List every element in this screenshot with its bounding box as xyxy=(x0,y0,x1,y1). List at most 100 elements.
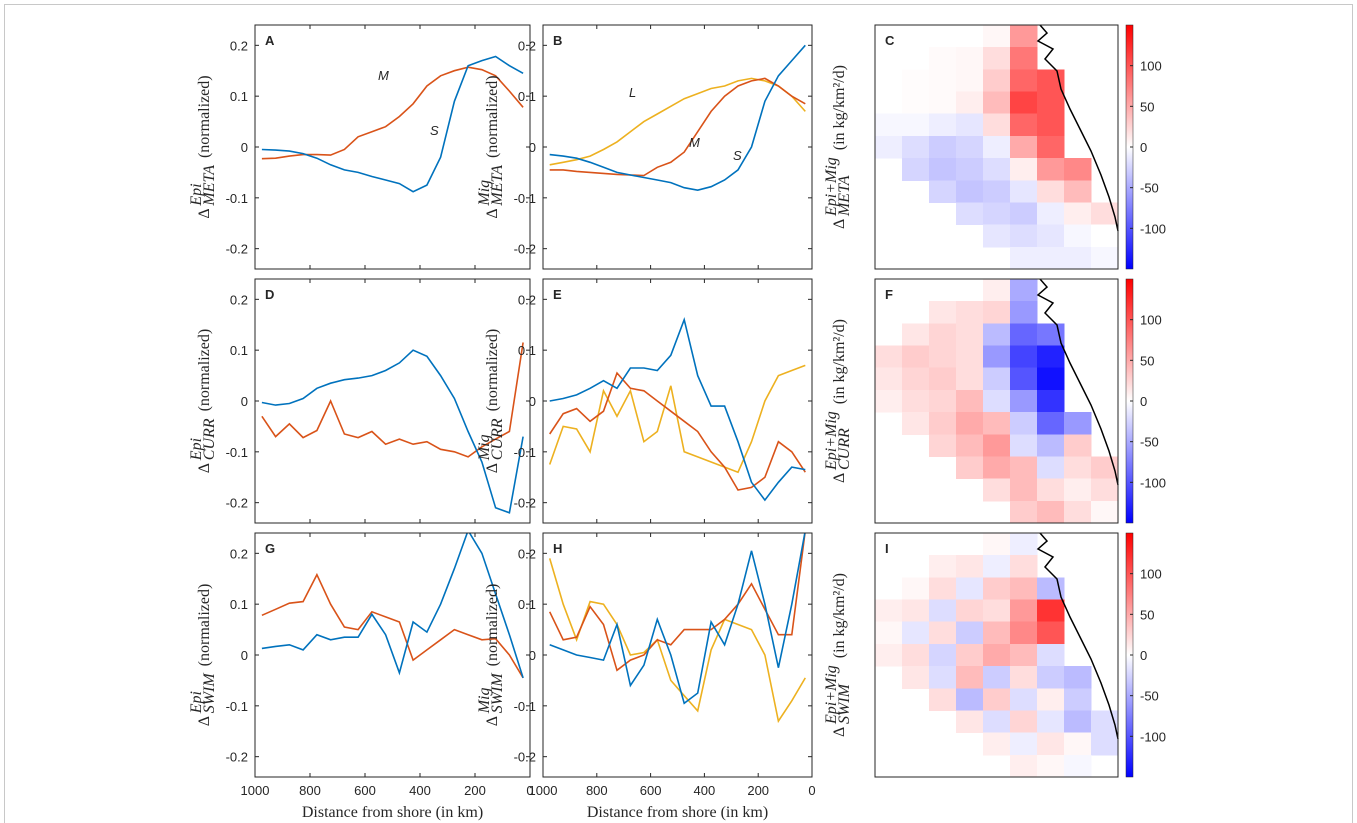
map-cell xyxy=(956,577,984,601)
map-cell xyxy=(1064,158,1092,181)
map-cell xyxy=(1037,91,1065,115)
map-cell xyxy=(1037,688,1065,711)
map-cell xyxy=(929,412,957,435)
map-cell xyxy=(929,91,957,115)
map-cell xyxy=(1037,158,1065,181)
series-line xyxy=(549,77,806,177)
x-tick-label: 800 xyxy=(586,783,608,798)
map-cell xyxy=(1037,754,1065,778)
map-cell xyxy=(956,135,984,159)
map-cell xyxy=(902,69,930,93)
axes-box xyxy=(874,278,1119,524)
map-cell xyxy=(1010,180,1038,203)
map-cell xyxy=(929,577,957,601)
y-tick-label: 0.1 xyxy=(230,597,248,612)
map-cell xyxy=(902,666,930,689)
map-cell xyxy=(875,345,903,369)
axes-box xyxy=(542,24,813,270)
map-cell xyxy=(956,643,984,667)
map-cell xyxy=(1010,301,1038,324)
x-tick-label: 200 xyxy=(747,783,769,798)
map-cell xyxy=(875,367,903,391)
map-cell xyxy=(1037,666,1065,689)
y-tick-label: 0.1 xyxy=(518,343,536,358)
map-cell xyxy=(1010,434,1038,457)
map-cell xyxy=(1064,666,1092,689)
y-label-sup: Epi xyxy=(188,183,205,206)
map-cell xyxy=(956,323,984,347)
series-line xyxy=(261,533,524,679)
map-cell xyxy=(983,621,1011,645)
coastline xyxy=(1036,532,1119,740)
y-label-sub: META xyxy=(836,175,853,217)
map-cell xyxy=(1010,202,1038,226)
y-tick-label: 0 xyxy=(529,394,536,409)
y-tick-label: 0 xyxy=(241,394,248,409)
map-cell xyxy=(983,732,1011,756)
map-cell xyxy=(1037,246,1065,270)
y-tick-label: 0.1 xyxy=(518,89,536,104)
map-cell xyxy=(983,135,1011,159)
y-tick-label: -0.1 xyxy=(514,191,536,206)
map-cell xyxy=(1010,412,1038,435)
map-cell xyxy=(929,599,957,623)
y-tick-label: -0.1 xyxy=(514,445,536,460)
map-cell xyxy=(1064,732,1092,756)
panel-label: I xyxy=(885,541,889,556)
panel-label: A xyxy=(265,33,275,48)
y-tick-label: 0 xyxy=(241,140,248,155)
map-cell xyxy=(983,456,1011,480)
y-tick-label: 0.2 xyxy=(230,546,248,561)
map-cell xyxy=(983,158,1011,181)
y-label-sub: CURR xyxy=(489,418,506,460)
series-line xyxy=(549,533,806,705)
map-cell xyxy=(956,621,984,645)
y-tick-label: -0.2 xyxy=(514,242,536,257)
y-tick-label: -0.2 xyxy=(514,496,536,511)
map-cell xyxy=(902,412,930,435)
map-cell xyxy=(1037,202,1065,226)
map-cell xyxy=(956,688,984,711)
map-cell xyxy=(1064,434,1092,457)
map-cell xyxy=(902,643,930,667)
y-label-text: (normalized) xyxy=(196,75,213,158)
map-cell xyxy=(875,91,903,115)
series-label: M xyxy=(689,135,700,150)
colorbar-tick-label: -50 xyxy=(1140,181,1159,196)
plot-area xyxy=(543,25,812,269)
y-tick-label: -0.1 xyxy=(514,699,536,714)
y-tick-label: 0.2 xyxy=(518,38,536,53)
map-cell xyxy=(956,301,984,324)
map-cell xyxy=(956,710,984,734)
axes-box xyxy=(542,278,813,524)
panel-label: D xyxy=(265,287,274,302)
y-label-symbol: Δ xyxy=(484,208,501,218)
series-line xyxy=(261,572,524,679)
y-label-text: (normalized) xyxy=(196,329,213,412)
y-label-text: (in kg/km²/d) xyxy=(831,319,848,404)
map-cell xyxy=(1091,224,1119,248)
axes-box xyxy=(542,532,813,778)
series-line xyxy=(261,55,524,193)
map-cell xyxy=(1010,323,1038,347)
x-tick-label: 600 xyxy=(354,783,376,798)
map-cell xyxy=(1037,345,1065,369)
map-cell xyxy=(983,599,1011,623)
map-cell xyxy=(956,345,984,369)
map-cell xyxy=(1037,500,1065,524)
map-cell xyxy=(1010,456,1038,480)
map-cell xyxy=(1010,113,1038,137)
map-cell xyxy=(875,643,903,667)
map-cell xyxy=(956,389,984,413)
map-cell xyxy=(1010,69,1038,93)
y-label-sup: Epi xyxy=(188,438,205,461)
map-cell xyxy=(956,202,984,226)
